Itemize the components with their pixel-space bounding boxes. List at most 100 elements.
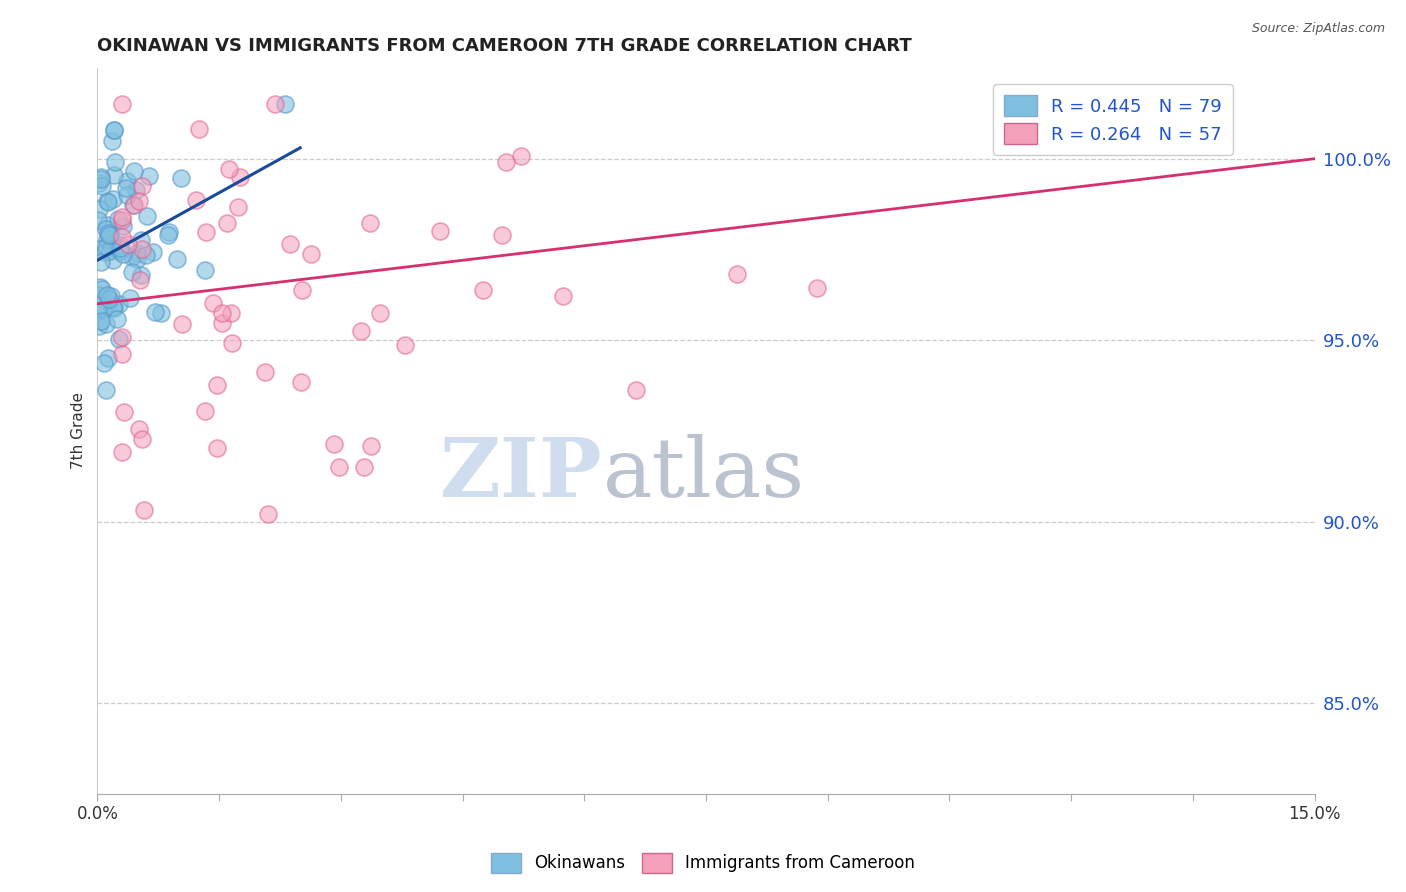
Point — [138, 169, 160, 184]
Point — [97, 194, 120, 209]
Point — [264, 97, 287, 112]
Point — [429, 224, 451, 238]
Point — [201, 296, 224, 310]
Y-axis label: 7th Grade: 7th Grade — [72, 392, 86, 469]
Point — [115, 174, 138, 188]
Point — [132, 503, 155, 517]
Point — [103, 155, 125, 169]
Point — [91, 301, 114, 316]
Point — [98, 229, 121, 244]
Point — [111, 210, 134, 224]
Point — [89, 202, 111, 216]
Point — [228, 170, 250, 185]
Point — [495, 155, 517, 169]
Point — [626, 383, 648, 397]
Point — [90, 242, 112, 256]
Point — [121, 250, 143, 264]
Point — [128, 422, 150, 436]
Point — [87, 288, 110, 302]
Point — [350, 324, 373, 338]
Point — [117, 236, 139, 251]
Point — [108, 241, 131, 255]
Point — [360, 439, 382, 453]
Point — [107, 332, 129, 346]
Point — [103, 123, 125, 137]
Text: Source: ZipAtlas.com: Source: ZipAtlas.com — [1251, 22, 1385, 36]
Point — [226, 200, 249, 214]
Point — [90, 171, 112, 186]
Point — [97, 351, 120, 365]
Point — [97, 226, 120, 240]
Point — [90, 169, 112, 184]
Point — [290, 375, 312, 389]
Point — [193, 263, 215, 277]
Point — [107, 312, 129, 326]
Point — [280, 236, 302, 251]
Point — [124, 198, 146, 212]
Point — [131, 233, 153, 247]
Point — [115, 187, 138, 202]
Point — [299, 247, 322, 261]
Point — [98, 227, 121, 241]
Point — [101, 134, 124, 148]
Point — [97, 295, 120, 310]
Point — [111, 247, 134, 261]
Point — [124, 164, 146, 178]
Point — [111, 330, 134, 344]
Point — [128, 273, 150, 287]
Point — [472, 284, 495, 298]
Point — [103, 252, 125, 267]
Point — [131, 242, 153, 256]
Point — [131, 178, 153, 193]
Point — [103, 301, 125, 316]
Point — [100, 288, 122, 302]
Point — [194, 403, 217, 417]
Point — [101, 192, 124, 206]
Point — [103, 168, 125, 182]
Point — [211, 316, 233, 330]
Text: ZIP: ZIP — [440, 434, 603, 515]
Point — [90, 255, 112, 269]
Point — [394, 338, 416, 352]
Point — [328, 460, 350, 475]
Point — [129, 268, 152, 282]
Point — [187, 122, 209, 136]
Point — [111, 97, 134, 112]
Point — [184, 193, 207, 207]
Point — [218, 162, 240, 177]
Point — [97, 293, 120, 307]
Point — [134, 248, 156, 262]
Point — [97, 228, 120, 243]
Point — [806, 281, 828, 295]
Point — [94, 222, 117, 236]
Point — [219, 306, 242, 320]
Point — [120, 291, 142, 305]
Point — [157, 227, 180, 242]
Point — [273, 97, 295, 112]
Point — [221, 335, 243, 350]
Point — [257, 507, 280, 521]
Point — [87, 213, 110, 227]
Point — [194, 225, 217, 239]
Point — [107, 211, 129, 226]
Point — [510, 149, 533, 163]
Point — [359, 216, 381, 230]
Point — [142, 245, 165, 260]
Point — [253, 365, 276, 379]
Point — [111, 230, 134, 244]
Point — [725, 267, 748, 281]
Point — [108, 244, 131, 259]
Point — [172, 317, 194, 331]
Point — [205, 378, 228, 392]
Point — [96, 219, 118, 233]
Point — [90, 178, 112, 193]
Point — [91, 303, 114, 318]
Point — [131, 432, 153, 446]
Point — [128, 194, 150, 208]
Point — [111, 213, 134, 227]
Text: OKINAWAN VS IMMIGRANTS FROM CAMEROON 7TH GRADE CORRELATION CHART: OKINAWAN VS IMMIGRANTS FROM CAMEROON 7TH… — [97, 37, 912, 55]
Point — [291, 283, 314, 297]
Point — [94, 240, 117, 254]
Point — [94, 245, 117, 260]
Point — [96, 288, 118, 302]
